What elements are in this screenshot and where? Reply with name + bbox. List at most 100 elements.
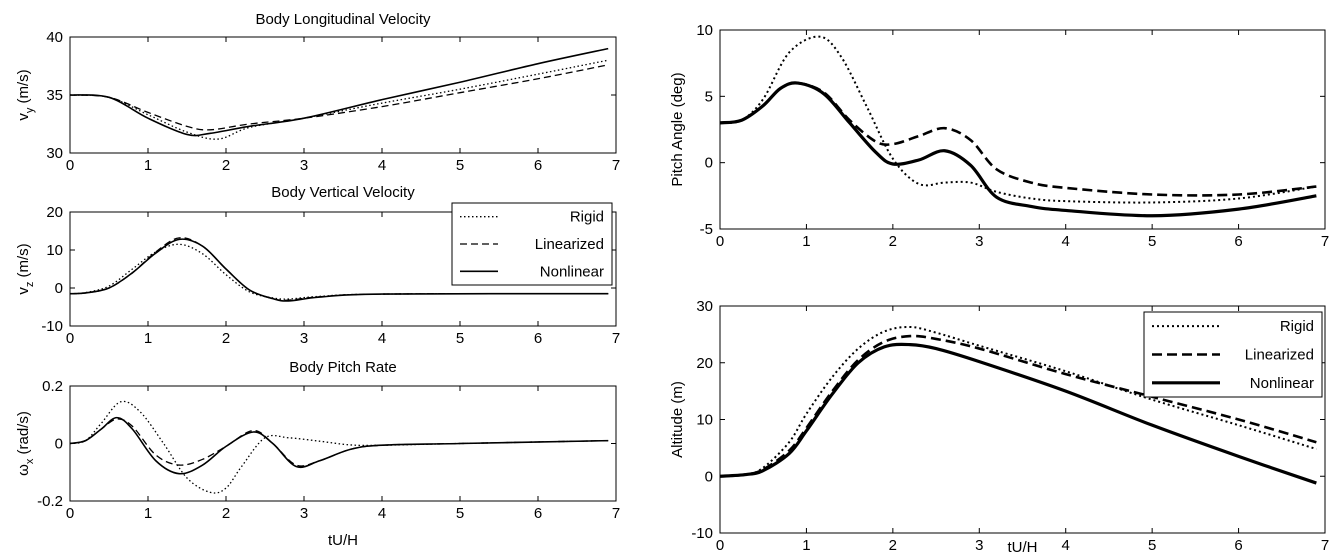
axes-frame <box>69 211 617 327</box>
x-tick-label: 5 <box>1148 233 1156 250</box>
x-tick-label: 2 <box>222 505 230 522</box>
x-tick-label: 7 <box>1321 537 1329 554</box>
y-tick-label: 10 <box>696 412 713 429</box>
y-tick-label: 35 <box>46 87 63 104</box>
x-tick-label: 6 <box>534 157 542 174</box>
x-tick-label: 3 <box>300 505 308 522</box>
y-tick-label: 0 <box>705 155 713 172</box>
x-tick-label: 5 <box>456 157 464 174</box>
y-tick-label: -5 <box>700 221 713 238</box>
x-tick-label: 0 <box>66 330 74 347</box>
x-tick-label: 0 <box>66 157 74 174</box>
chart-panel-1: 0 1 2 3 4 5 6 7 30 35 40 Body Longitudinal Velocity… <box>15 11 620 174</box>
series-line-dotted <box>720 35 1317 204</box>
x-tick-label: 6 <box>534 330 542 347</box>
legend: Rigid Linearized Nonlinear <box>451 202 613 286</box>
series-line-dashed <box>70 64 609 131</box>
y-axis-label: Altitude (m) <box>669 381 686 458</box>
y-axis-label-sub: y <box>24 107 36 113</box>
x-axis-label: tU/H <box>328 532 358 549</box>
x-tick-label: 4 <box>1062 537 1070 554</box>
legend-label: Rigid <box>1280 318 1314 335</box>
series-line-dashed <box>720 81 1317 197</box>
x-tick-label: 4 <box>1062 233 1070 250</box>
series-line-solid <box>720 81 1317 218</box>
x-tick-label: 7 <box>612 505 620 522</box>
y-axis-label-unit: (m/s) <box>15 243 32 281</box>
y-axis-label-sub: z <box>24 282 36 288</box>
y-tick-label: 30 <box>46 145 63 162</box>
y-tick-label: 30 <box>696 298 713 315</box>
x-tick-label: 3 <box>975 233 983 250</box>
y-axis-label-main: v <box>15 287 32 295</box>
x-tick-label: 4 <box>378 505 386 522</box>
x-tick-label: 6 <box>1234 233 1242 250</box>
x-tick-label: 7 <box>612 330 620 347</box>
axes-frame <box>69 385 617 502</box>
y-tick-label: -0.2 <box>37 493 63 510</box>
legend-label: Linearized <box>1245 347 1314 364</box>
x-tick-label: 7 <box>612 157 620 174</box>
y-tick-label: -10 <box>41 318 63 335</box>
y-axis-label: vy (m/s) <box>15 69 36 120</box>
y-axis-label-main: v <box>15 113 32 121</box>
y-tick-label: 40 <box>46 29 63 46</box>
x-tick-label: 1 <box>144 330 152 347</box>
y-tick-label: 5 <box>705 88 713 105</box>
y-axis-label: vz (m/s) <box>15 243 36 294</box>
x-tick-label: 2 <box>222 330 230 347</box>
x-tick-label: 2 <box>222 157 230 174</box>
series-line-dotted <box>720 325 1317 478</box>
x-tick-label: 4 <box>378 157 386 174</box>
x-tick-label: 3 <box>300 330 308 347</box>
x-tick-label: 5 <box>456 330 464 347</box>
x-tick-label: 0 <box>66 505 74 522</box>
y-tick-label: 0 <box>55 280 63 297</box>
x-tick-label: 1 <box>144 157 152 174</box>
legend-label: Rigid <box>570 209 604 226</box>
legend-label: Nonlinear <box>540 263 604 280</box>
x-tick-label: 6 <box>534 505 542 522</box>
y-axis-label: Pitch Angle (deg) <box>669 72 686 186</box>
series-line-dotted <box>70 400 609 494</box>
y-tick-label: 0 <box>705 468 713 485</box>
x-tick-label: 5 <box>456 505 464 522</box>
y-tick-label: 20 <box>46 204 63 221</box>
x-tick-label: 2 <box>889 537 897 554</box>
x-tick-label: 0 <box>716 233 724 250</box>
axes-frame <box>719 29 1326 230</box>
x-tick-label: 3 <box>300 157 308 174</box>
y-tick-label: 0 <box>55 436 63 453</box>
x-tick-label: 5 <box>1148 537 1156 554</box>
x-tick-label: 6 <box>1234 537 1242 554</box>
legend-label: Linearized <box>535 236 604 253</box>
x-tick-label: 7 <box>1321 233 1329 250</box>
series-line-solid <box>70 238 609 302</box>
y-axis-label: ωx (rad/s) <box>15 411 36 476</box>
series-line-dotted <box>70 59 609 140</box>
series-line-solid <box>720 342 1317 485</box>
y-tick-label: 20 <box>696 355 713 372</box>
x-tick-label: 3 <box>975 537 983 554</box>
y-axis-label-main: ω <box>15 464 32 476</box>
series-line-solid <box>70 416 609 475</box>
series-line-solid <box>70 47 609 137</box>
x-tick-label: 4 <box>378 330 386 347</box>
y-axis-label-unit: (rad/s) <box>15 411 32 459</box>
legend: Rigid Linearized Nonlinear <box>1143 311 1323 398</box>
chart-title: Body Pitch Rate <box>289 359 397 376</box>
chart-title: Body Vertical Velocity <box>271 184 415 201</box>
chart-title: Body Longitudinal Velocity <box>255 11 431 28</box>
y-tick-label: 10 <box>696 22 713 39</box>
x-axis-label: tU/H <box>1008 539 1038 556</box>
x-tick-label: 0 <box>716 537 724 554</box>
y-axis-label-unit: (m/s) <box>15 69 32 107</box>
x-tick-label: 1 <box>144 505 152 522</box>
y-axis-label-sub: x <box>24 458 36 464</box>
x-tick-label: 2 <box>889 233 897 250</box>
